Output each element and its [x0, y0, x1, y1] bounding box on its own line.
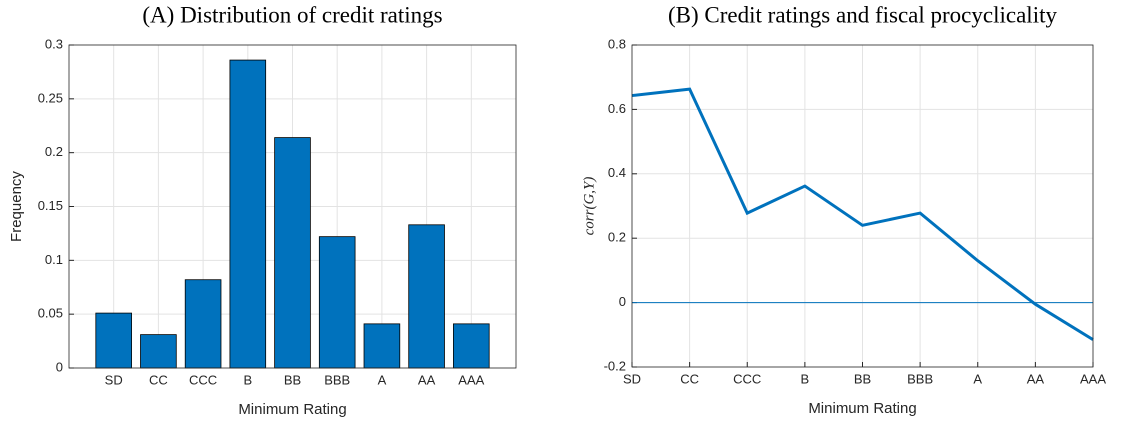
x-tick-label: A — [973, 371, 982, 386]
plot-frame — [68, 44, 517, 369]
x-axis-label: Minimum Rating — [238, 401, 346, 418]
x-tick-label: CCC — [733, 371, 761, 386]
line-series — [631, 87, 1094, 341]
x-tick-label: AA — [418, 372, 436, 387]
bar — [95, 312, 132, 369]
bar — [318, 236, 356, 369]
x-tick-label: SD — [623, 371, 641, 386]
x-tick-label: BBB — [907, 371, 933, 386]
x-tick-label: SD — [105, 372, 123, 387]
bar — [229, 59, 267, 369]
x-tick-label: BBB — [324, 372, 350, 387]
x-tick-label: CC — [680, 371, 699, 386]
y-tick-label: 0.4 — [608, 165, 626, 180]
bar — [363, 323, 401, 369]
chart-title: (A) Distribution of credit ratings — [142, 2, 442, 27]
bar — [274, 137, 311, 369]
x-tick-label: BB — [854, 371, 871, 386]
y-tick-label: 0.3 — [45, 36, 63, 51]
y-tick-label: 0.1 — [45, 252, 63, 267]
plot-frame — [631, 44, 1094, 368]
y-tick-label: 0 — [619, 294, 626, 309]
y-tick-label: -0.2 — [604, 358, 626, 373]
bar — [408, 224, 445, 369]
y-tick-label: 0.8 — [608, 36, 626, 51]
bar — [184, 279, 222, 369]
x-tick-label: B — [243, 372, 252, 387]
x-tick-label: AAA — [1080, 371, 1106, 386]
x-tick-label: B — [801, 371, 810, 386]
y-tick-label: 0 — [56, 359, 63, 374]
y-tick-label: 0.6 — [608, 101, 626, 116]
x-tick-label: CC — [149, 372, 168, 387]
y-tick-label: 0.15 — [38, 198, 63, 213]
x-tick-label: BB — [284, 372, 301, 387]
y-axis-label: Frequency — [8, 171, 25, 242]
y-axis-label: corr(G,Y) — [581, 177, 597, 236]
x-tick-label: AAA — [458, 372, 484, 387]
y-tick-label: 0.25 — [38, 90, 63, 105]
x-tick-label: AA — [1027, 371, 1045, 386]
bar — [453, 323, 490, 369]
x-axis-label: Minimum Rating — [808, 400, 916, 417]
y-tick-label: 0.2 — [608, 230, 626, 245]
y-tick-label: 0.05 — [38, 306, 63, 321]
y-tick-label: 0.2 — [45, 144, 63, 159]
x-tick-label: A — [378, 372, 387, 387]
chart-title: (B) Credit ratings and fiscal procyclica… — [668, 2, 1057, 27]
bar — [140, 334, 177, 369]
x-tick-label: CCC — [189, 372, 217, 387]
